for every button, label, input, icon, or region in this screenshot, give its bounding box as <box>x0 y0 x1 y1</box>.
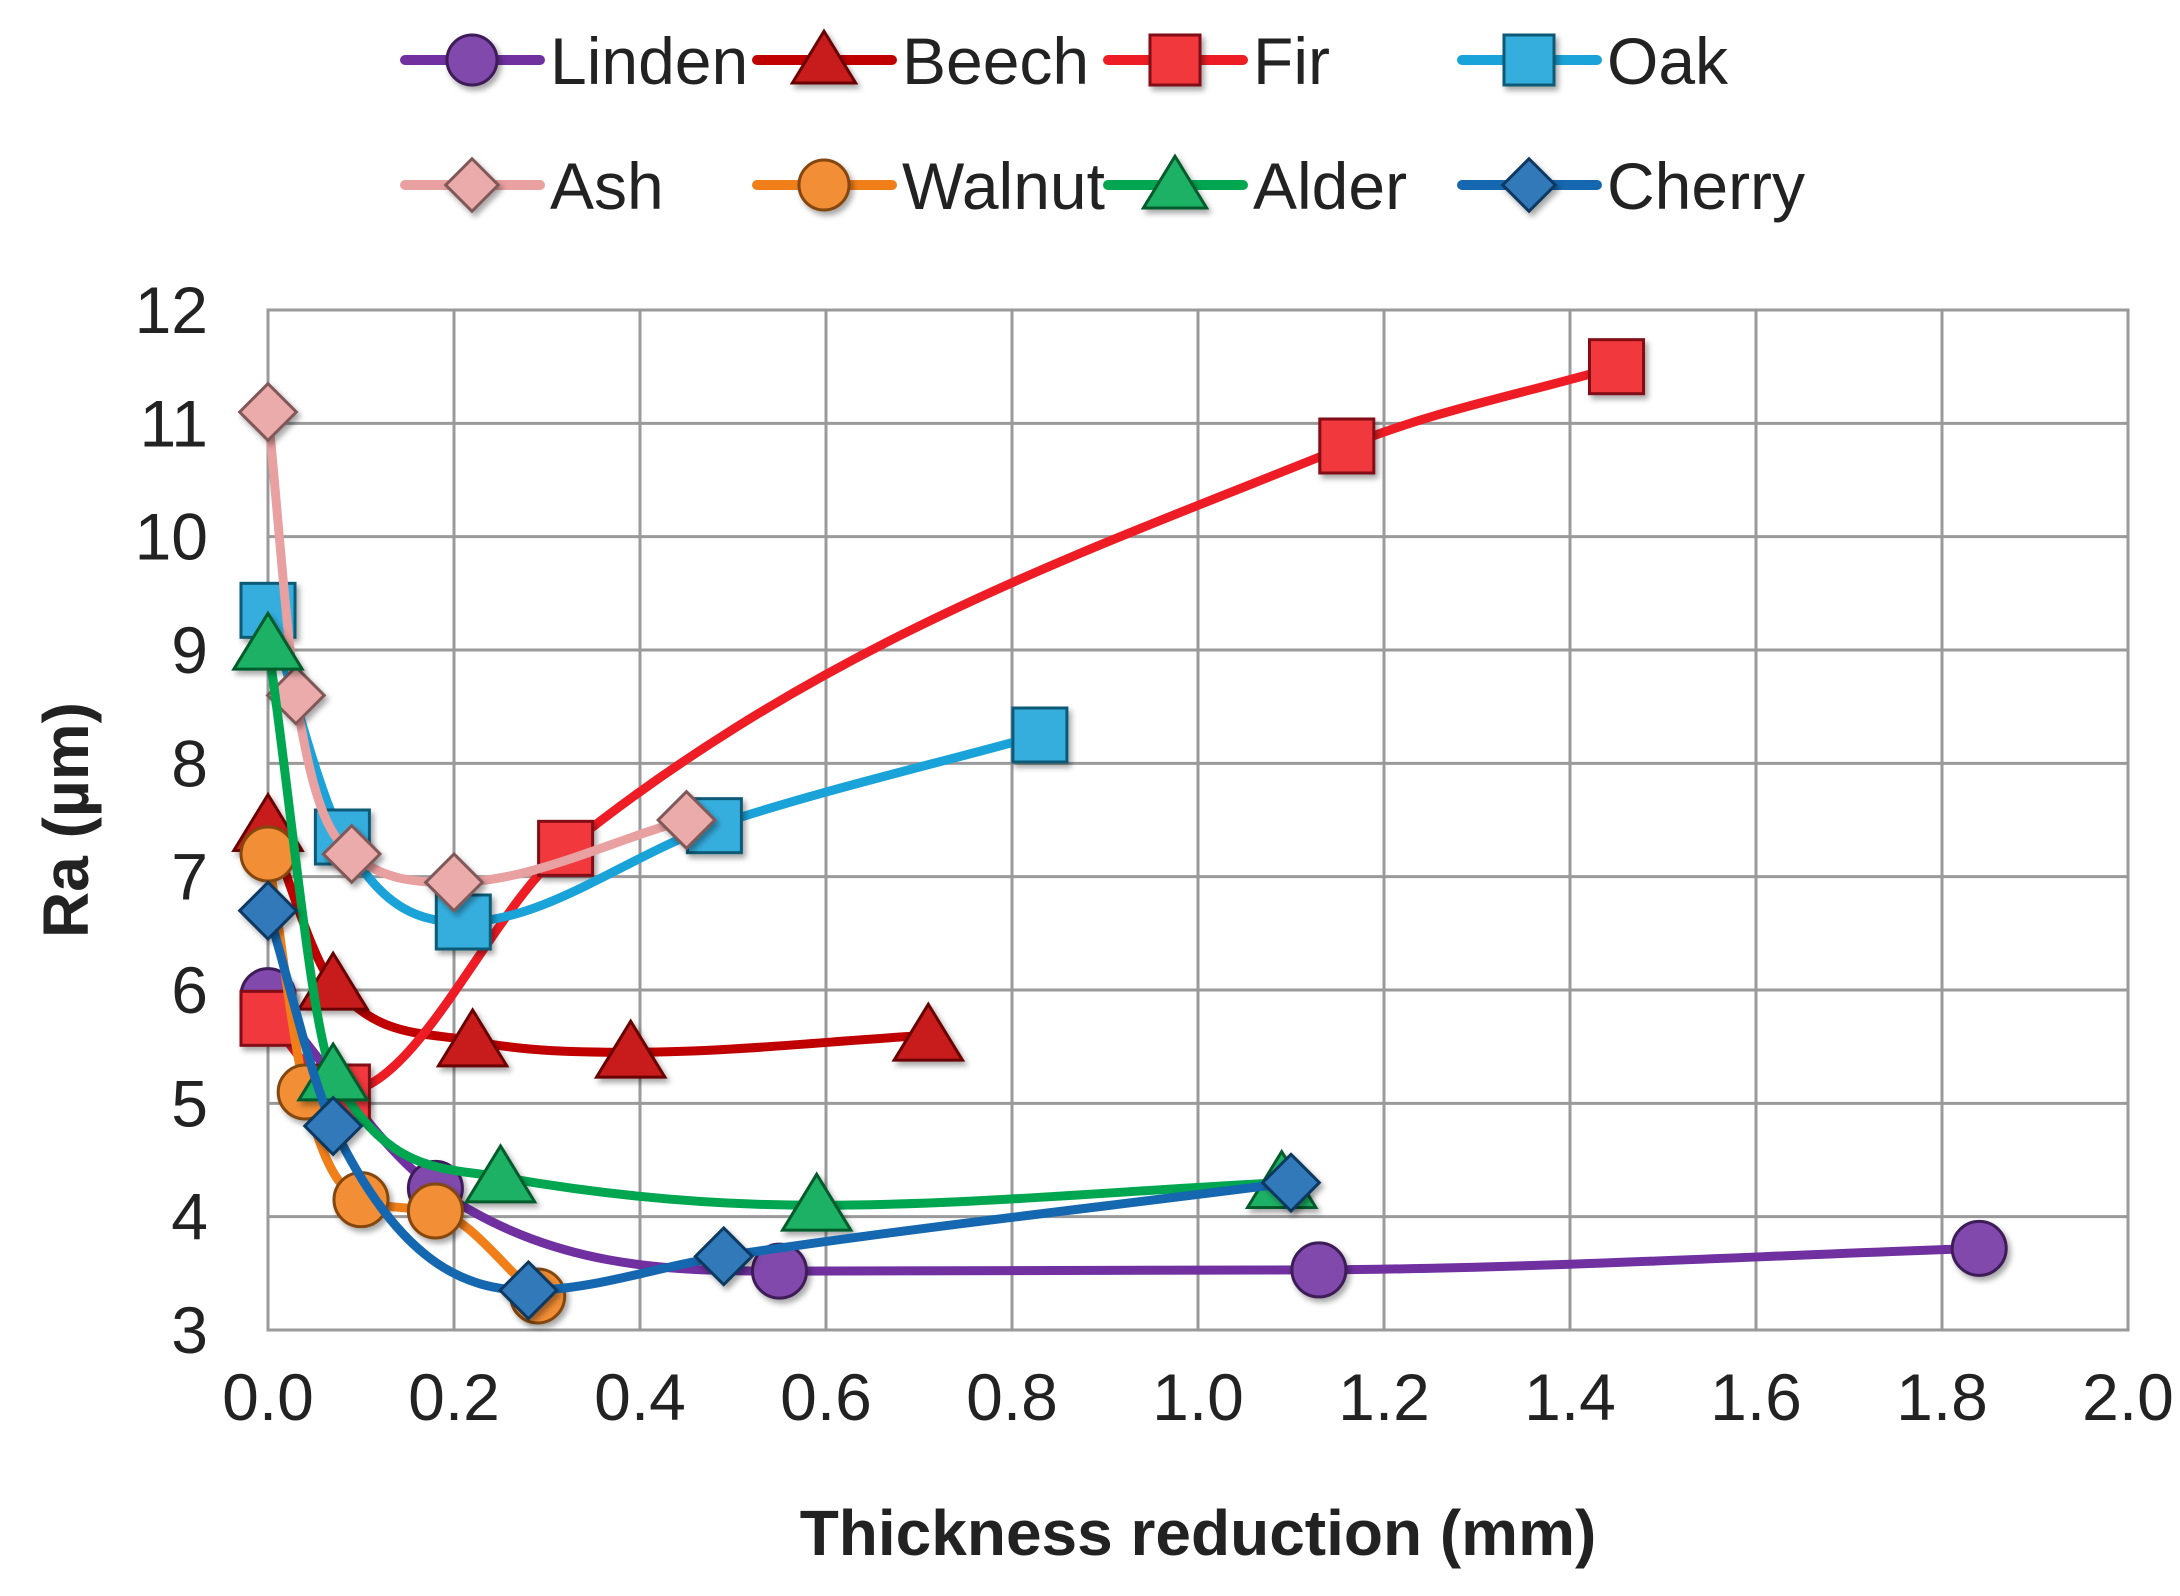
x-tick-label: 1.4 <box>1524 1360 1616 1434</box>
series-fir <box>239 338 1645 1121</box>
legend-item-cherry: Cherry <box>1457 149 1805 223</box>
data-point-beech <box>435 1007 510 1068</box>
data-point-fir <box>1318 417 1376 475</box>
x-tick-label: 0.2 <box>408 1360 500 1434</box>
data-point-oak <box>1011 706 1069 764</box>
x-tick-label: 0.8 <box>966 1360 1058 1434</box>
series-line-fir <box>263 362 1621 1097</box>
legend-marker-linden <box>445 33 499 87</box>
series-oak <box>239 581 1069 951</box>
legend-item-beech: Beech <box>752 24 1089 98</box>
data-point-beech <box>593 1018 668 1079</box>
legend-marker-beech <box>789 28 859 85</box>
x-tick-label: 0.0 <box>222 1360 314 1434</box>
series-cherry <box>237 880 1322 1321</box>
legend-marker-oak <box>1502 33 1556 87</box>
legend-marker-alder <box>1140 153 1210 210</box>
series-line-linden <box>263 991 1984 1276</box>
legend-label: Linden <box>550 24 748 98</box>
data-point-alder <box>231 610 305 671</box>
data-point-cherry <box>237 880 299 942</box>
y-tick-label: 12 <box>135 273 208 347</box>
legend-item-ash: Ash <box>400 149 664 223</box>
legend-label: Walnut <box>902 149 1105 223</box>
data-point-ash <box>321 823 383 885</box>
series-ash <box>237 381 717 913</box>
legend-label: Cherry <box>1607 149 1805 223</box>
y-tick-label: 6 <box>171 953 208 1027</box>
series-linden <box>239 967 2008 1300</box>
legend-label: Beech <box>902 24 1089 98</box>
data-point-alder <box>463 1143 538 1204</box>
data-point-alder <box>779 1171 854 1232</box>
legend: Linden Beech Fir Oak Ash Walnut Alder Cherry <box>400 24 1805 223</box>
x-axis-title: Thickness reduction (mm) <box>800 1497 1597 1569</box>
data-point-beech <box>891 1001 966 1062</box>
data-point-ash <box>656 789 717 851</box>
series-beech <box>231 791 966 1079</box>
data-point-walnut <box>239 825 297 883</box>
series-layer <box>231 338 2008 1325</box>
data-point-walnut <box>406 1182 464 1240</box>
legend-item-alder: Alder <box>1103 149 1407 223</box>
data-point-ash <box>423 851 485 913</box>
x-tick-label: 1.6 <box>1710 1360 1802 1434</box>
y-tick-label: 9 <box>171 613 208 687</box>
legend-item-walnut: Walnut <box>752 149 1105 223</box>
x-tick-label: 1.8 <box>1896 1360 1988 1434</box>
data-point-linden <box>1950 1219 2008 1277</box>
x-tick-label: 0.4 <box>594 1360 686 1434</box>
legend-item-linden: Linden <box>400 24 748 98</box>
x-tick-label: 1.0 <box>1152 1360 1244 1434</box>
legend-marker-fir <box>1148 33 1202 87</box>
legend-marker-walnut <box>797 158 851 212</box>
data-point-linden <box>1290 1241 1348 1299</box>
x-tick-label: 0.6 <box>780 1360 872 1434</box>
y-tick-label: 5 <box>171 1066 208 1140</box>
y-tick-label: 3 <box>171 1293 208 1367</box>
data-point-cherry <box>693 1225 755 1287</box>
legend-item-fir: Fir <box>1103 24 1330 98</box>
series-line-oak <box>263 605 1045 927</box>
data-point-cherry <box>497 1259 559 1321</box>
y-tick-label: 4 <box>171 1180 208 1254</box>
y-tick-label: 10 <box>135 500 208 574</box>
series-line-alder <box>263 639 1287 1210</box>
x-tick-label: 2.0 <box>2082 1360 2174 1434</box>
legend-label: Oak <box>1607 24 1729 98</box>
legend-label: Fir <box>1253 24 1330 98</box>
legend-label: Alder <box>1253 149 1407 223</box>
y-tick-label: 8 <box>171 726 208 800</box>
legend-marker-cherry <box>1500 156 1558 214</box>
y-tick-label: 7 <box>171 840 208 914</box>
legend-item-oak: Oak <box>1457 24 1729 98</box>
data-point-cherry <box>1260 1152 1322 1214</box>
tick-labels: 0.0 0.2 0.4 0.6 0.8 1.0 1.2 1.4 1.6 1.8 2.0 3 4 5 6 7 8 9… <box>135 273 2174 1434</box>
data-point-ash <box>237 381 299 443</box>
data-point-fir <box>1588 338 1645 396</box>
y-axis-title: Ra (µm) <box>30 702 102 938</box>
grid <box>266 308 2130 1332</box>
y-tick-label: 11 <box>139 386 208 460</box>
legend-label: Ash <box>550 149 664 223</box>
data-point-cherry <box>302 1095 364 1157</box>
x-tick-label: 1.2 <box>1338 1360 1430 1434</box>
legend-marker-ash <box>443 156 501 214</box>
